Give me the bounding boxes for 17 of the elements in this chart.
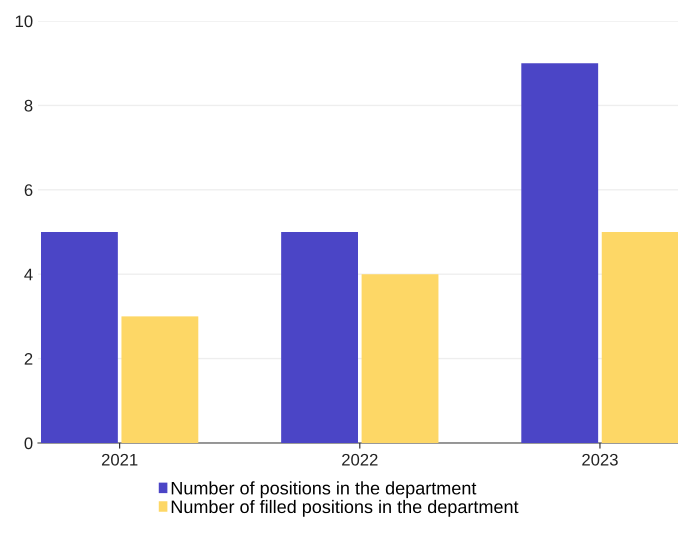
bar bbox=[362, 274, 438, 443]
x-tick-label: 2022 bbox=[342, 454, 378, 466]
y-tick-label: 0 bbox=[24, 437, 32, 450]
y-tick-label: 2 bbox=[24, 353, 32, 365]
y-tick-label: 6 bbox=[24, 184, 32, 196]
bar bbox=[281, 232, 358, 443]
legend-label: Number of filled positions in the department bbox=[172, 500, 518, 517]
y-tick-label: 10 bbox=[16, 15, 32, 28]
legend-label: Number of positions in the department bbox=[172, 481, 476, 498]
bar bbox=[41, 232, 118, 443]
x-tick-label: 2021 bbox=[102, 454, 138, 466]
x-tick-label: 2023 bbox=[582, 454, 618, 466]
bar bbox=[521, 63, 598, 443]
bar bbox=[121, 316, 198, 443]
y-tick-label: 4 bbox=[24, 268, 33, 280]
bar bbox=[602, 232, 678, 443]
y-tick-label: 8 bbox=[24, 100, 32, 112]
